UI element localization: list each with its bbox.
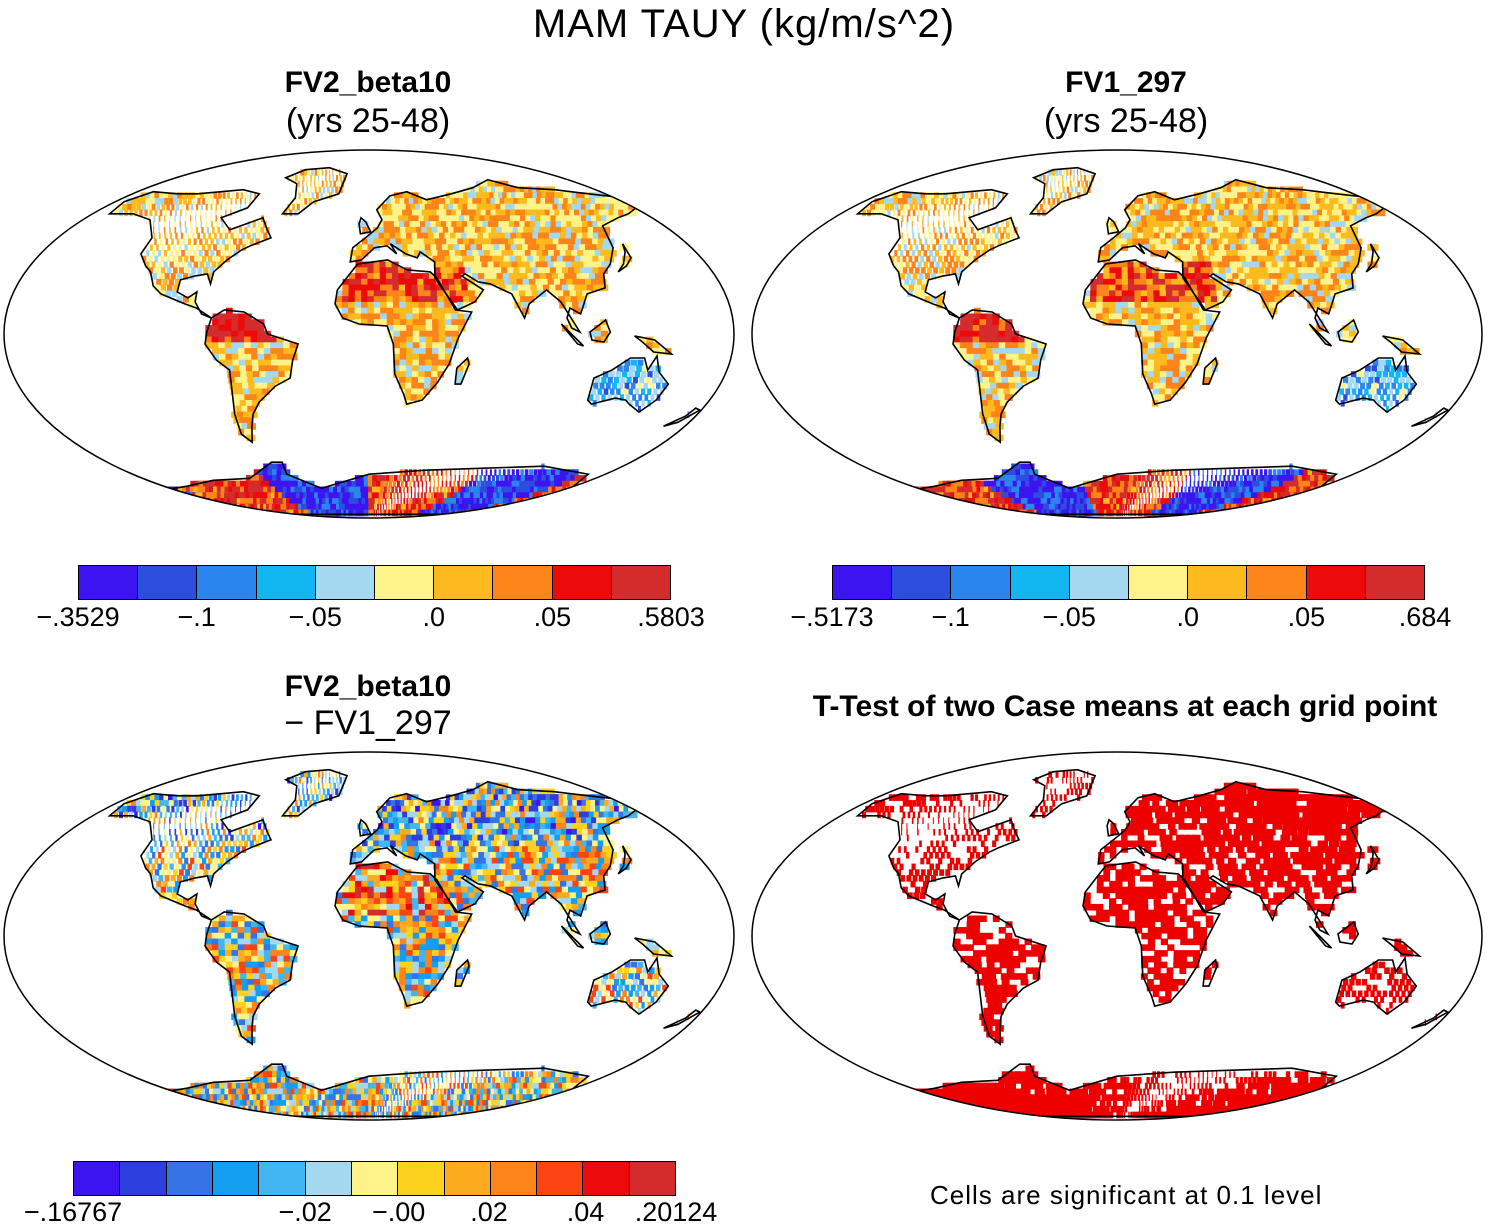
colorbar-cell xyxy=(612,566,670,599)
panel1-subtitle: (yrs 25-48) xyxy=(218,102,518,141)
colorbar-cell xyxy=(833,566,892,599)
colorbar-cell xyxy=(951,566,1010,599)
colorbar-cell xyxy=(1070,566,1129,599)
colorbar-cell xyxy=(316,566,375,599)
colorbar-tick-label: −.1 xyxy=(931,602,969,633)
map-field xyxy=(858,168,1448,517)
colorbar-tick-label: .684 xyxy=(1399,602,1452,633)
colorbar-tick-label: .0 xyxy=(423,602,446,633)
colorbar-tick-label: −.3529 xyxy=(36,602,119,633)
colorbar-cell xyxy=(1366,566,1424,599)
colorbar-cell xyxy=(306,1162,352,1195)
colorbar-tick-label: .0 xyxy=(1177,602,1200,633)
colorbar-tick-label: .05 xyxy=(534,602,572,633)
colorbar-cell xyxy=(352,1162,398,1195)
colorbar-tick-label: −.02 xyxy=(278,1197,331,1228)
colorbar-cell xyxy=(257,566,316,599)
colorbar-tick-label: −.16767 xyxy=(24,1197,122,1228)
colorbar-cell xyxy=(630,1162,675,1195)
panel4-map xyxy=(750,750,1484,1122)
colorbar-cell xyxy=(553,566,612,599)
colorbar-tick-label: −.5173 xyxy=(790,602,873,633)
colorbar-cell xyxy=(1188,566,1247,599)
map-field xyxy=(110,770,700,1119)
colorbar-cell xyxy=(74,1162,120,1195)
colorbar-cell xyxy=(434,566,493,599)
colorbar-cell xyxy=(892,566,951,599)
colorbar-tick-label: .05 xyxy=(1288,602,1326,633)
colorbar-cell xyxy=(491,1162,537,1195)
panel3-title: FV2_beta10 xyxy=(218,670,518,704)
significance-note: Cells are significant at 0.1 level xyxy=(930,1180,1322,1211)
colorbar-cell xyxy=(1129,566,1188,599)
colorbar-1-ticks: −.3529−.1−.05.0.05.5803 xyxy=(78,602,671,636)
colorbar-cell xyxy=(445,1162,491,1195)
colorbar-cell xyxy=(398,1162,444,1195)
colorbar-tick-label: −.1 xyxy=(177,602,215,633)
figure-title: MAM TAUY (kg/m/s^2) xyxy=(0,2,1488,47)
colorbar-3 xyxy=(73,1161,676,1196)
colorbar-3-ticks: −.16767−.02−.00.02.04.20124 xyxy=(73,1197,676,1231)
colorbar-cell xyxy=(213,1162,259,1195)
colorbar-cell xyxy=(1307,566,1366,599)
panel4-title: T-Test of two Case means at each grid po… xyxy=(760,690,1488,724)
colorbar-tick-label: −.05 xyxy=(1043,602,1096,633)
panel3-map xyxy=(2,750,736,1122)
panel2-title: FV1_297 xyxy=(976,66,1276,100)
colorbar-cell xyxy=(1011,566,1070,599)
colorbar-tick-label: .20124 xyxy=(635,1197,718,1228)
colorbar-2 xyxy=(832,565,1425,600)
map-field xyxy=(858,770,1448,1119)
colorbar-cell xyxy=(79,566,138,599)
colorbar-cell xyxy=(120,1162,166,1195)
panel1-title: FV2_beta10 xyxy=(218,66,518,100)
coastline-sumatra xyxy=(1309,926,1331,948)
colorbar-cell xyxy=(167,1162,213,1195)
panel3-subtitle: − FV1_297 xyxy=(218,704,518,743)
colorbar-2-ticks: −.5173−.1−.05.0.05.684 xyxy=(832,602,1425,636)
colorbar-1 xyxy=(78,565,671,600)
colorbar-tick-label: .5803 xyxy=(637,602,705,633)
panel1-map xyxy=(2,148,736,520)
colorbar-cell xyxy=(197,566,256,599)
colorbar-cell xyxy=(1247,566,1306,599)
colorbar-tick-label: .04 xyxy=(567,1197,605,1228)
colorbar-cell xyxy=(375,566,434,599)
panel2-map xyxy=(750,148,1484,520)
colorbar-cell xyxy=(259,1162,305,1195)
colorbar-cell xyxy=(537,1162,583,1195)
colorbar-cell xyxy=(138,566,197,599)
colorbar-tick-label: −.05 xyxy=(289,602,342,633)
map-field xyxy=(110,168,700,517)
colorbar-tick-label: .02 xyxy=(470,1197,508,1228)
colorbar-cell xyxy=(583,1162,629,1195)
panel2-subtitle: (yrs 25-48) xyxy=(976,102,1276,141)
colorbar-tick-label: −.00 xyxy=(372,1197,425,1228)
colorbar-cell xyxy=(493,566,552,599)
